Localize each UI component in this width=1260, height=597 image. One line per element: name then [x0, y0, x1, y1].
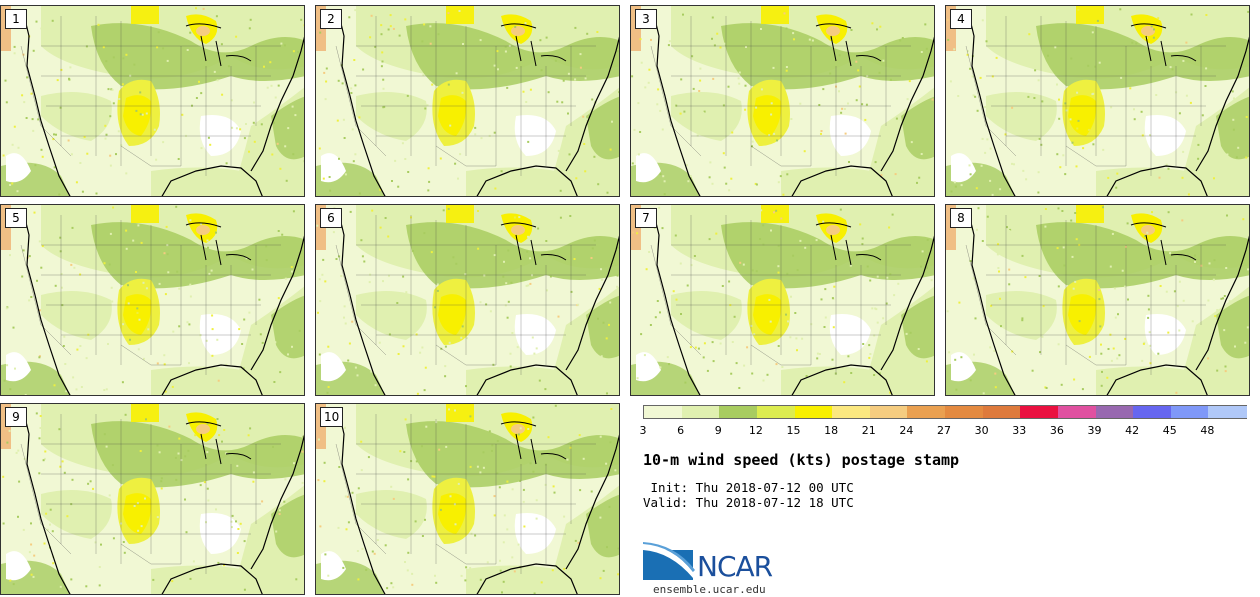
member-panel: 4 — [945, 5, 1250, 197]
ncar-logo-icon — [643, 542, 695, 580]
wind-speed-map — [631, 205, 934, 395]
colorbar-tick-label: 42 — [1125, 424, 1140, 437]
colorbar-tick-label: 30 — [974, 424, 989, 437]
member-number: 5 — [5, 208, 27, 228]
colorbar-segment — [832, 406, 871, 418]
colorbar-tick-label: 24 — [899, 424, 914, 437]
wind-speed-map — [631, 6, 934, 196]
colorbar-segment — [681, 406, 720, 418]
wind-speed-map — [316, 6, 619, 196]
member-number: 1 — [5, 9, 27, 29]
init-time: Init: Thu 2018-07-12 00 UTC — [643, 480, 854, 495]
colorbar-tick-label: 9 — [714, 424, 722, 437]
member-panel: 10 — [315, 403, 620, 595]
member-panel: 2 — [315, 5, 620, 197]
member-panel: 6 — [315, 204, 620, 396]
colorbar-tick-label: 33 — [1012, 424, 1027, 437]
member-panel: 8 — [945, 204, 1250, 396]
colorbar-tick-label: 27 — [937, 424, 951, 437]
colorbar-tick-label: 12 — [748, 424, 763, 437]
member-panel: 7 — [630, 204, 935, 396]
colorbar-tick-label: 6 — [677, 424, 685, 437]
member-panel: 5 — [0, 204, 305, 396]
colorbar-tick-label: 45 — [1162, 424, 1177, 437]
colorbar-tick-label: 39 — [1087, 424, 1102, 437]
member-number: 10 — [320, 407, 344, 427]
colorbar-segment — [982, 406, 1021, 418]
colorbar-segment — [756, 406, 795, 418]
valid-time: Valid: Thu 2018-07-12 18 UTC — [643, 495, 854, 510]
colorbar-tick-label: 18 — [824, 424, 839, 437]
colorbar-tick-label: 36 — [1049, 424, 1064, 437]
wind-speed-map — [1, 6, 304, 196]
ensemble-url: ensemble.ucar.edu — [653, 583, 766, 596]
colorbar-segment — [1208, 406, 1247, 418]
colorbar-segment — [869, 406, 908, 418]
colorbar-segment — [719, 406, 758, 418]
colorbar-tick-label: 21 — [861, 424, 876, 437]
member-number: 4 — [950, 9, 972, 29]
wind-speed-map — [1, 205, 304, 395]
colorbar-tick-label: 15 — [786, 424, 801, 437]
product-title: 10-m wind speed (kts) postage stamp — [643, 451, 960, 469]
wind-speed-map — [1, 404, 304, 594]
wind-speed-map — [946, 205, 1249, 395]
ncar-logo-text: NCAR — [697, 550, 773, 583]
colorbar — [643, 405, 1247, 419]
colorbar-segment — [1020, 406, 1059, 418]
colorbar-segment — [1057, 406, 1096, 418]
colorbar-segment — [644, 406, 683, 418]
member-panel: 3 — [630, 5, 935, 197]
colorbar-segment — [1133, 406, 1172, 418]
member-panel: 1 — [0, 5, 305, 197]
colorbar-tick-label: 3 — [639, 424, 647, 437]
colorbar-segment — [794, 406, 833, 418]
member-number: 7 — [635, 208, 657, 228]
member-number: 6 — [320, 208, 342, 228]
colorbar-segment — [1170, 406, 1209, 418]
member-number: 2 — [320, 9, 342, 29]
member-number: 9 — [5, 407, 27, 427]
colorbar-segment — [907, 406, 946, 418]
colorbar-segment — [1095, 406, 1134, 418]
member-number: 3 — [635, 9, 657, 29]
member-number: 8 — [950, 208, 972, 228]
colorbar-segment — [945, 406, 984, 418]
wind-speed-map — [316, 404, 619, 594]
wind-speed-map — [946, 6, 1249, 196]
colorbar-tick-label: 48 — [1200, 424, 1215, 437]
member-panel: 9 — [0, 403, 305, 595]
wind-speed-map — [316, 205, 619, 395]
